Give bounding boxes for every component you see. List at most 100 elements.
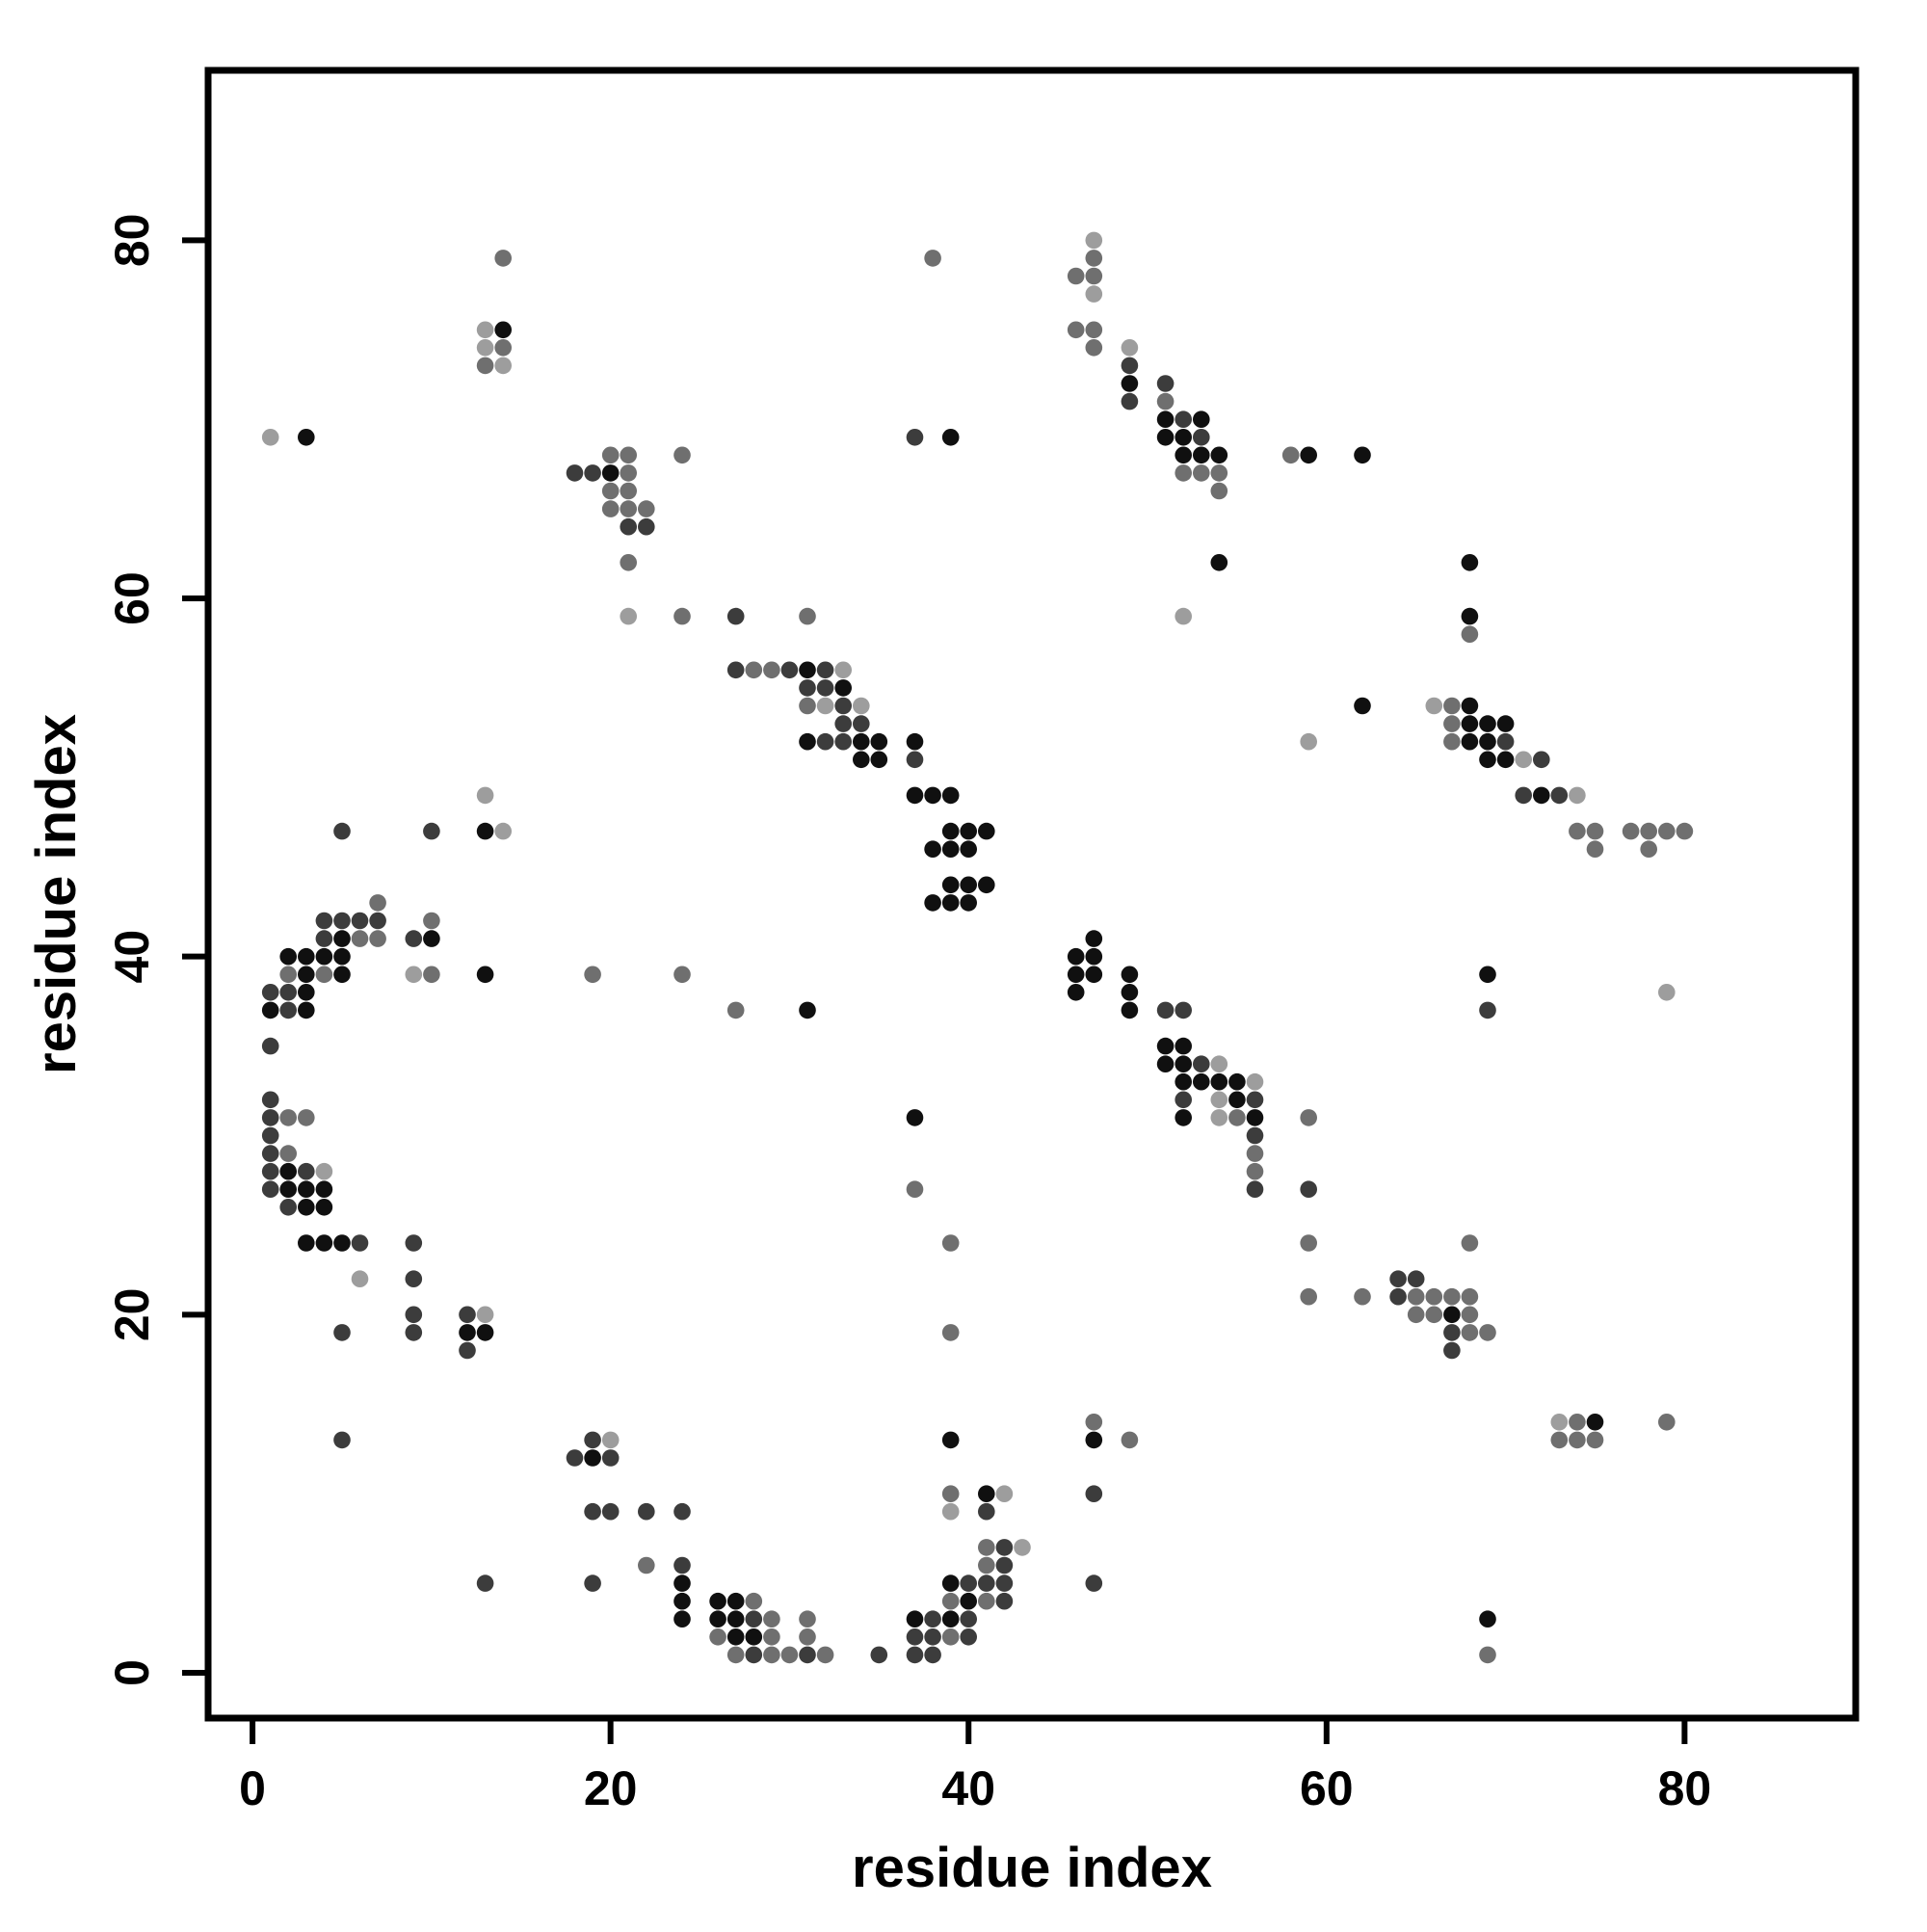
data-point xyxy=(1067,947,1085,966)
data-point xyxy=(1175,1091,1192,1109)
data-point xyxy=(1300,1109,1317,1126)
data-point xyxy=(1175,1072,1192,1091)
data-point xyxy=(924,894,941,912)
data-point xyxy=(906,1646,924,1664)
data-point xyxy=(315,1162,333,1180)
data-point xyxy=(995,1556,1014,1575)
data-point xyxy=(1569,1431,1586,1449)
data-point xyxy=(1085,339,1103,357)
data-point xyxy=(333,912,351,930)
data-point xyxy=(941,1485,960,1502)
data-point xyxy=(494,822,512,840)
data-point xyxy=(601,482,620,500)
data-point xyxy=(1210,1055,1228,1072)
data-point xyxy=(298,1162,315,1180)
data-point xyxy=(709,1592,726,1610)
data-point xyxy=(1461,715,1479,732)
data-point xyxy=(298,984,315,1001)
data-point xyxy=(315,912,333,930)
data-point xyxy=(298,1234,315,1252)
data-point xyxy=(673,1556,691,1575)
data-point xyxy=(476,822,494,840)
data-point xyxy=(978,1485,995,1502)
data-point xyxy=(1246,1072,1264,1091)
data-point xyxy=(298,966,315,984)
data-point xyxy=(1586,1414,1604,1431)
data-point xyxy=(315,1199,333,1216)
data-point xyxy=(601,446,620,464)
data-point xyxy=(333,1324,351,1341)
data-point xyxy=(726,1628,745,1646)
data-point xyxy=(941,1324,960,1341)
data-point xyxy=(1193,429,1210,446)
data-point xyxy=(476,339,494,357)
data-point xyxy=(1085,1485,1103,1502)
data-point xyxy=(476,1306,494,1324)
data-point xyxy=(1246,1162,1264,1180)
data-point xyxy=(261,1180,279,1198)
data-point xyxy=(1210,554,1228,571)
data-point xyxy=(726,1610,745,1628)
data-point xyxy=(726,1592,745,1610)
data-point xyxy=(1121,984,1139,1001)
data-point xyxy=(298,1001,315,1019)
data-point xyxy=(1246,1145,1264,1162)
data-point xyxy=(1014,1539,1031,1556)
data-point xyxy=(566,1449,584,1467)
data-point xyxy=(601,464,620,482)
data-point xyxy=(261,1109,279,1126)
data-point xyxy=(799,697,816,715)
data-point xyxy=(601,1431,620,1449)
data-point xyxy=(1246,1091,1264,1109)
data-point xyxy=(1533,786,1550,805)
data-point xyxy=(906,429,924,446)
data-point xyxy=(763,1610,780,1628)
x-axis-tick-labels: 0 20 40 60 80 xyxy=(239,1761,1711,1815)
x-tick-label: 0 xyxy=(239,1761,266,1815)
data-point xyxy=(834,732,852,751)
data-point xyxy=(816,1646,834,1664)
data-point xyxy=(799,732,816,751)
data-point xyxy=(584,464,601,482)
data-point xyxy=(1640,840,1657,858)
data-point xyxy=(745,1628,763,1646)
data-point xyxy=(333,947,351,966)
data-point xyxy=(1085,1575,1103,1592)
data-point xyxy=(279,966,298,984)
data-point xyxy=(494,339,512,357)
y-tick-label: 20 xyxy=(105,1288,159,1342)
data-point xyxy=(834,715,852,732)
data-point xyxy=(1300,1180,1317,1198)
data-point xyxy=(279,984,298,1001)
data-point xyxy=(333,1234,351,1252)
data-point xyxy=(601,1449,620,1467)
data-point xyxy=(1300,446,1317,464)
data-point xyxy=(333,930,351,947)
y-tick-label: 80 xyxy=(105,214,159,268)
data-point xyxy=(1479,966,1496,984)
data-point xyxy=(1193,410,1210,429)
data-point xyxy=(941,1628,960,1646)
data-point xyxy=(261,1001,279,1019)
data-point xyxy=(1121,1431,1139,1449)
x-tick-label: 40 xyxy=(941,1761,995,1815)
data-point xyxy=(960,822,977,840)
data-point xyxy=(816,697,834,715)
data-point xyxy=(1210,464,1228,482)
data-point xyxy=(1425,1306,1443,1324)
data-point xyxy=(709,1610,726,1628)
data-point xyxy=(261,1126,279,1145)
data-point xyxy=(1193,1055,1210,1072)
data-point xyxy=(1210,446,1228,464)
data-point xyxy=(853,732,870,751)
data-point xyxy=(261,1037,279,1055)
data-point xyxy=(1300,1234,1317,1252)
data-point xyxy=(1085,231,1103,250)
data-point xyxy=(584,1575,601,1592)
data-point xyxy=(1175,446,1192,464)
data-point xyxy=(369,912,386,930)
data-point xyxy=(584,1431,601,1449)
data-point xyxy=(799,1610,816,1628)
data-point xyxy=(1175,464,1192,482)
data-point xyxy=(298,947,315,966)
